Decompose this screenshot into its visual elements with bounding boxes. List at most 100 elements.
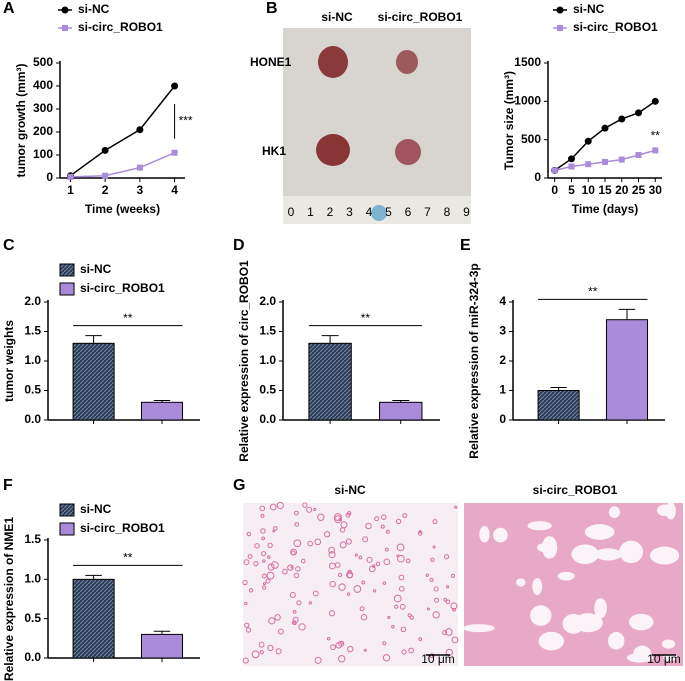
tissue: [345, 512, 351, 518]
x-tick-label: 15: [598, 183, 612, 197]
alveolus: [650, 546, 680, 565]
y-tick-label: 2.0: [24, 294, 41, 308]
tissue: [339, 541, 347, 549]
photo-row: HK1: [262, 144, 286, 158]
ruler-digit: 2: [327, 205, 334, 219]
alveolus: [584, 524, 615, 540]
annotation: ***: [179, 114, 193, 128]
x-tick-label: 4: [171, 183, 178, 197]
y-tick-label: 400: [33, 78, 53, 92]
y-axis-label: Tumor size (mm³): [502, 71, 516, 170]
tissue: [262, 559, 266, 563]
legend-marker: [61, 6, 69, 14]
tissue: [335, 642, 342, 649]
tissue: [253, 561, 259, 567]
alveolus: [532, 578, 543, 595]
line: [69, 85, 176, 177]
y-tick-label: 1500: [514, 55, 541, 69]
tissue: [300, 558, 306, 564]
tissue: [298, 623, 306, 631]
ruler-digit: 8: [444, 205, 451, 219]
scale-text: 10 μm: [421, 652, 455, 666]
point: [651, 97, 659, 105]
y-axis-label: Relative expression of NME1: [2, 517, 16, 681]
photo-col: si-circ_ROBO1: [378, 10, 463, 24]
panel-label: G: [233, 477, 245, 494]
tissue: [294, 522, 300, 527]
alveolus: [594, 598, 607, 619]
tissue: [293, 539, 302, 548]
x-tick-label: 5: [568, 183, 575, 197]
annotation: **: [123, 311, 133, 325]
tissue: [400, 626, 407, 633]
y-tick-label: 200: [33, 124, 53, 138]
point: [635, 152, 642, 158]
alveolus: [536, 543, 551, 553]
tumor: [318, 46, 348, 78]
tissue: [267, 542, 273, 548]
tissue: [328, 610, 336, 617]
tissue: [259, 505, 266, 512]
tissue: [275, 648, 282, 655]
tissue: [380, 524, 385, 529]
bar: [140, 401, 184, 421]
x-tick-label: 25: [632, 183, 646, 197]
tissue: [293, 572, 300, 579]
ruler-digit: 0: [288, 205, 295, 219]
point: [136, 164, 143, 171]
tissue: [401, 649, 407, 655]
point: [551, 167, 558, 174]
y-tick-label: 1.0: [24, 572, 41, 586]
tissue: [354, 553, 358, 557]
tissue: [328, 551, 336, 559]
y-tick-label: 4: [499, 294, 506, 308]
photo-row: HONE1: [250, 55, 292, 69]
tissue: [247, 554, 253, 559]
bar: [140, 633, 184, 659]
legend-label: si-circ_ROBO1: [573, 20, 658, 34]
y-tick-label: 3: [499, 324, 506, 338]
tissue: [277, 628, 284, 635]
x-tick-label: 10: [582, 183, 596, 197]
annotation: **: [123, 551, 133, 565]
tissue: [333, 513, 342, 521]
tissue: [347, 645, 354, 653]
legend-swatch: [59, 263, 75, 277]
y-tick-label: 1: [499, 383, 506, 397]
tissue: [398, 586, 405, 592]
tissue: [242, 657, 249, 664]
point: [618, 115, 626, 123]
tissue: [372, 589, 377, 593]
histology: G si-NC si-circ_ROBO1 10 μm 10 μm: [233, 477, 683, 666]
tissue: [296, 600, 302, 606]
tissue: [380, 514, 387, 520]
tissue: [445, 585, 450, 589]
tissue: [345, 538, 352, 545]
tumor: [395, 139, 421, 165]
tissue: [432, 519, 438, 525]
point: [602, 158, 608, 165]
tissue: [387, 615, 391, 619]
y-tick-label: 1.5: [259, 324, 276, 338]
tissue: [443, 597, 448, 602]
tissue: [385, 529, 390, 534]
alveolus: [530, 605, 552, 626]
y-tick-label: 0.0: [24, 650, 41, 664]
alveolus: [516, 578, 526, 587]
tissue: [261, 573, 267, 579]
tissue: [429, 577, 434, 582]
alveolus: [619, 540, 644, 564]
tissue: [432, 545, 436, 549]
panel-label: F: [3, 477, 13, 494]
legend-swatch: [59, 522, 75, 536]
tissue: [374, 516, 380, 522]
point: [618, 156, 625, 163]
y-tick-label: 1.0: [24, 353, 41, 367]
alveolus: [462, 624, 495, 633]
tissue: [382, 581, 387, 585]
tissue: [405, 558, 411, 564]
panel-label: B: [266, 0, 278, 17]
tissue: [383, 558, 391, 566]
tissue: [314, 656, 322, 664]
tissue: [340, 640, 344, 645]
